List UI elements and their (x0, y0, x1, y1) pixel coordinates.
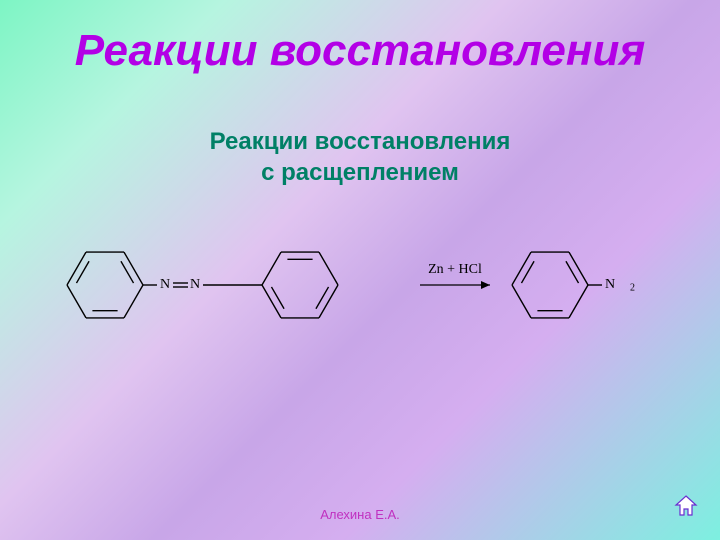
svg-text:Zn + HCl: Zn + HCl (428, 262, 482, 277)
reaction-scheme: N N N 2 Zn + HCl (40, 210, 680, 370)
slide: Реакции восстановления Реакции восстанов… (0, 0, 720, 540)
svg-text:N: N (160, 277, 170, 292)
home-icon[interactable] (674, 494, 698, 518)
slide-title: Реакции восстановления (0, 26, 720, 76)
svg-text:2: 2 (630, 282, 635, 293)
slide-footer: Алехина Е.А. (0, 507, 720, 522)
svg-text:N: N (605, 277, 615, 292)
slide-subtitle: Реакции восстановления с расщеплением (0, 126, 720, 188)
subtitle-line2: с расщеплением (261, 159, 459, 186)
subtitle-line1: Реакции восстановления (210, 128, 511, 155)
svg-text:N: N (190, 277, 200, 292)
